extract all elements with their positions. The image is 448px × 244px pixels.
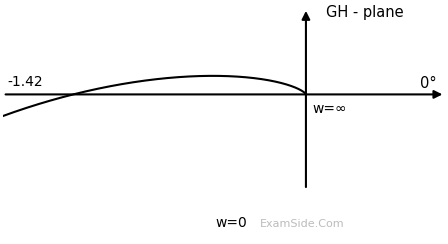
Text: -1.42: -1.42: [8, 75, 43, 89]
Text: 0°: 0°: [420, 76, 437, 91]
Text: w=∞: w=∞: [313, 102, 347, 116]
Text: w=0: w=0: [216, 215, 248, 230]
Text: ExamSide.Com: ExamSide.Com: [259, 219, 344, 229]
Text: GH - plane: GH - plane: [326, 5, 403, 20]
